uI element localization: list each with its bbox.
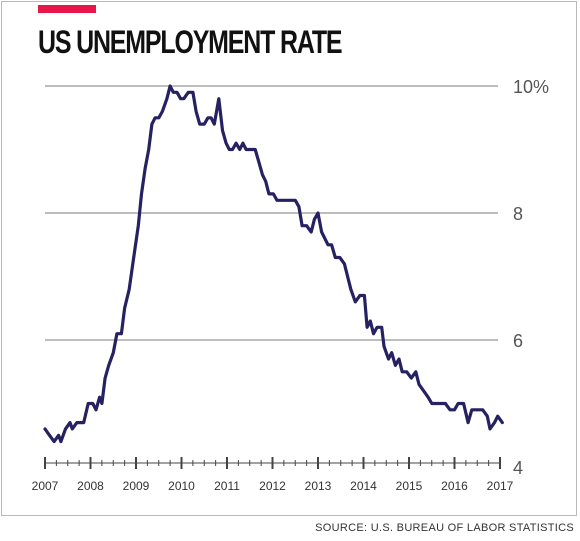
x-tick-label-2009: 2009 [123,479,150,493]
series-layer [43,84,504,444]
y-tick-label-4: 4 [513,458,523,478]
x-axis [44,457,501,469]
y-tick-label-10: 10% [513,77,549,97]
y-tick-label-8: 8 [513,204,523,224]
x-tick-labels: 2007 2008 2009 2010 2011 2012 2013 2014 2015 2016… [32,479,514,493]
x-tick-label-2014: 2014 [350,479,377,493]
x-tick-label-2013: 2013 [305,479,332,493]
y-tick-label-6: 6 [513,331,523,351]
title-accent-bar [38,5,96,13]
x-tick-label-2010: 2010 [168,479,195,493]
y-tick-labels: 10% 8 6 4 [513,77,549,478]
x-tick-label-2008: 2008 [77,479,104,493]
grid-lines [45,85,498,341]
x-tick-label-2016: 2016 [441,479,468,493]
x-tick-label-2012: 2012 [259,479,286,493]
series-line-0 [43,84,504,444]
chart-frame [1,1,577,516]
x-tick-label-2017: 2017 [487,479,514,493]
x-tick-label-2015: 2015 [396,479,423,493]
x-tick-label-2011: 2011 [214,479,240,493]
x-tick-label-2007: 2007 [32,479,59,493]
source-note: SOURCE: U.S. BUREAU OF LABOR STATISTICS [315,522,574,534]
chart-title: US UNEMPLOYMENT RATE [38,24,343,60]
